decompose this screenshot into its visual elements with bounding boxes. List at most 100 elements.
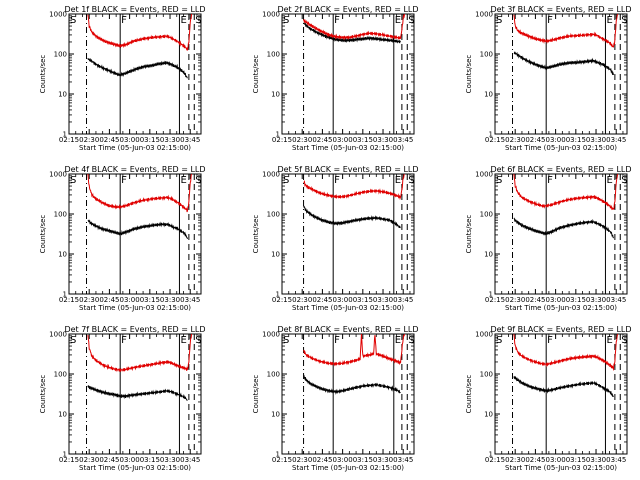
y-tick-label: 1 bbox=[276, 451, 280, 459]
x-axis-label: Start Time (05-Jun-03 02:15:00) bbox=[79, 464, 191, 472]
y-tick-label: 100 bbox=[267, 371, 280, 379]
event-marker-label: S bbox=[283, 15, 289, 26]
event-marker-label: F bbox=[334, 15, 340, 26]
x-tick-label: 02:45 bbox=[312, 136, 332, 144]
lld-series-line bbox=[87, 14, 193, 51]
x-tick-label: 03:15 bbox=[353, 456, 373, 464]
event-marker-label: E bbox=[395, 175, 401, 186]
event-marker-label: S bbox=[496, 15, 502, 26]
y-tick-label: 1000 bbox=[49, 11, 67, 19]
x-axis-label: Start Time (05-Jun-03 02:15:00) bbox=[79, 144, 191, 152]
y-tick-label: 100 bbox=[480, 51, 493, 59]
x-tick-label: 03:45 bbox=[393, 296, 413, 304]
panel-title: Det 5f BLACK = Events, RED = LLD bbox=[277, 165, 418, 174]
x-tick-label: 03:00 bbox=[120, 296, 140, 304]
x-tick-label: 03:30 bbox=[373, 456, 393, 464]
lld-series-line bbox=[303, 14, 406, 41]
x-tick-label: 03:45 bbox=[180, 136, 200, 144]
event-marker-label: F bbox=[334, 335, 340, 346]
y-tick-label: 1 bbox=[276, 131, 280, 139]
x-tick-label: 02:30 bbox=[505, 456, 525, 464]
y-tick-label: 10 bbox=[58, 251, 67, 259]
detector-panel: Det 3f BLACK = Events, RED = LLD 1 10 100 10… bbox=[465, 5, 632, 152]
y-tick-label: 10 bbox=[58, 91, 67, 99]
event-marker-label: S bbox=[283, 335, 289, 346]
x-tick-label: 02:30 bbox=[79, 136, 99, 144]
y-tick-label: 1000 bbox=[262, 171, 280, 179]
x-tick-label: 03:30 bbox=[586, 296, 606, 304]
x-tick-label: 03:00 bbox=[546, 136, 566, 144]
x-tick-label: 02:45 bbox=[99, 456, 119, 464]
events-series-line bbox=[513, 51, 615, 76]
x-tick-label: 03:00 bbox=[546, 296, 566, 304]
event-marker-label: E bbox=[180, 335, 186, 346]
y-axis-label: Counts/sec bbox=[465, 375, 473, 414]
lld-series-line bbox=[513, 174, 619, 211]
y-tick-label: 100 bbox=[267, 51, 280, 59]
events-series-line bbox=[513, 217, 614, 239]
x-tick-label: 03:15 bbox=[566, 456, 586, 464]
event-marker-label: S bbox=[408, 335, 414, 346]
event-marker-label: S bbox=[70, 15, 76, 26]
x-tick-label: 02:15 bbox=[272, 456, 292, 464]
y-tick-label: 100 bbox=[480, 371, 493, 379]
lld-series-line bbox=[513, 14, 619, 48]
event-marker-label: S bbox=[70, 335, 76, 346]
y-tick-label: 1000 bbox=[475, 11, 493, 19]
x-tick-label: 02:45 bbox=[525, 456, 545, 464]
event-marker-label: S bbox=[408, 175, 414, 186]
event-marker-label: F bbox=[547, 335, 553, 346]
x-tick-label: 02:30 bbox=[79, 456, 99, 464]
x-tick-label: 02:45 bbox=[312, 296, 332, 304]
detector-panel: Det 7f BLACK = Events, RED = LLD 1 10 100 10… bbox=[39, 325, 206, 472]
panel-title: Det 9f BLACK = Events, RED = LLD bbox=[490, 325, 631, 334]
lld-series-line bbox=[87, 334, 193, 373]
x-tick-label: 03:30 bbox=[373, 296, 393, 304]
x-tick-label: 03:45 bbox=[606, 136, 626, 144]
event-marker-label: F bbox=[121, 335, 127, 346]
x-axis-label: Start Time (05-Jun-03 02:15:00) bbox=[505, 304, 617, 312]
y-tick-label: 1 bbox=[63, 291, 67, 299]
event-marker-label: S bbox=[70, 175, 76, 186]
x-tick-label: 02:15 bbox=[272, 296, 292, 304]
y-axis-label: Counts/sec bbox=[39, 215, 47, 254]
y-axis-label: Counts/sec bbox=[39, 375, 47, 414]
y-tick-label: 100 bbox=[480, 211, 493, 219]
x-tick-label: 03:00 bbox=[120, 136, 140, 144]
y-tick-label: 1 bbox=[489, 131, 493, 139]
panel-title: Det 8f BLACK = Events, RED = LLD bbox=[277, 325, 418, 334]
x-axis-label: Start Time (05-Jun-03 02:15:00) bbox=[505, 464, 617, 472]
y-tick-label: 100 bbox=[54, 51, 67, 59]
detector-panel: Det 8f BLACK = Events, RED = LLD 1 10 100 10… bbox=[252, 325, 419, 472]
detector-panel: Det 9f BLACK = Events, RED = LLD 1 10 100 10… bbox=[465, 325, 632, 472]
y-tick-label: 1 bbox=[489, 291, 493, 299]
y-axis-label: Counts/sec bbox=[252, 375, 260, 414]
x-axis-label: Start Time (05-Jun-03 02:15:00) bbox=[292, 464, 404, 472]
detector-panel: Det 1f BLACK = Events, RED = LLD 1 10 100 10… bbox=[39, 5, 206, 152]
panel-title: Det 6f BLACK = Events, RED = LLD bbox=[490, 165, 631, 174]
lld-series-line bbox=[513, 334, 619, 372]
y-tick-label: 10 bbox=[484, 411, 493, 419]
y-tick-label: 1 bbox=[63, 131, 67, 139]
detector-panel: Det 6f BLACK = Events, RED = LLD 1 10 100 10… bbox=[465, 165, 632, 312]
event-marker-label: S bbox=[496, 335, 502, 346]
event-marker-label: S bbox=[195, 15, 201, 26]
events-series-line bbox=[303, 374, 401, 395]
event-marker-label: S bbox=[283, 175, 289, 186]
x-tick-label: 02:15 bbox=[59, 136, 79, 144]
events-series-line bbox=[87, 219, 188, 239]
x-tick-label: 02:45 bbox=[99, 136, 119, 144]
panel-title: Det 1f BLACK = Events, RED = LLD bbox=[64, 5, 205, 14]
x-tick-label: 03:45 bbox=[180, 296, 200, 304]
y-tick-label: 10 bbox=[271, 251, 280, 259]
x-tick-label: 02:15 bbox=[485, 136, 505, 144]
x-axis-label: Start Time (05-Jun-03 02:15:00) bbox=[292, 144, 404, 152]
detector-panel: Det 5f BLACK = Events, RED = LLD 1 10 100 10… bbox=[252, 165, 419, 312]
events-series-line bbox=[513, 375, 614, 398]
y-axis-label: Counts/sec bbox=[465, 55, 473, 94]
event-marker-label: F bbox=[547, 15, 553, 26]
x-tick-label: 02:15 bbox=[485, 456, 505, 464]
event-marker-label: E bbox=[606, 335, 612, 346]
